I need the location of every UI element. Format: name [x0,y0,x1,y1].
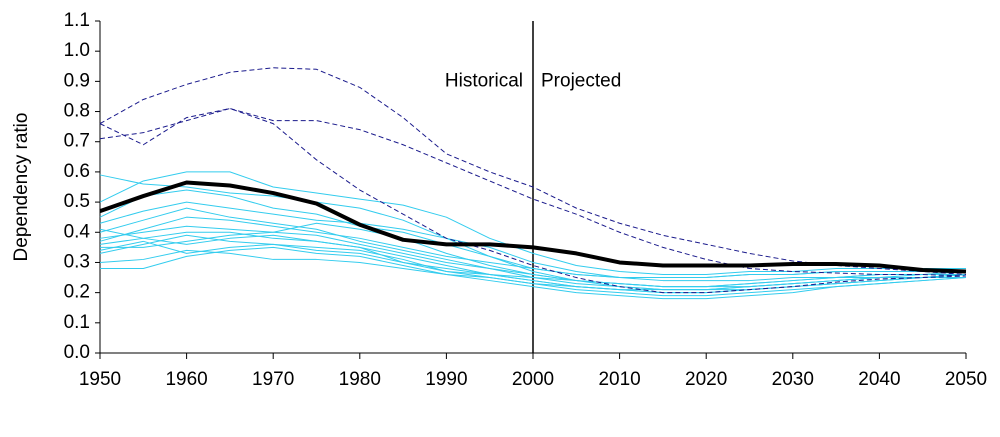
y-tick-label: 0.8 [64,101,90,122]
series-line [99,108,967,277]
series-line [99,240,966,294]
y-tick-label: 0.3 [64,251,90,272]
annotation: Projected [541,70,621,91]
x-tick-label: 2020 [685,369,727,390]
y-tick-label: 1.1 [64,10,90,31]
x-tick-label: 2000 [512,369,554,390]
y-tick-label: 0.6 [64,161,90,182]
x-tick-label: 2040 [858,369,900,390]
series-line [99,171,966,276]
x-tick-label: 1950 [79,369,121,390]
x-tick-label: 1970 [252,369,294,390]
series-line [100,222,967,288]
y-tick-label: 0.4 [64,221,91,242]
y-tick-label: 0.5 [64,191,90,212]
series-line [99,180,967,274]
series-line [99,201,966,282]
x-tick-label: 2030 [772,369,814,390]
annotation: Historical [445,70,523,91]
y-axis-label: Dependency ratio [11,113,32,262]
y-tick-label: 0.1 [64,312,90,333]
series-line [99,108,967,294]
y-tick-label: 1.0 [64,40,90,61]
y-tick-label: 0.0 [64,342,90,363]
y-tick-label: 0.7 [64,131,90,152]
series-line [100,246,967,300]
x-tick-label: 1990 [425,369,467,390]
x-tick-label: 2010 [598,369,640,390]
x-tick-label: 1980 [339,369,381,390]
x-tick-label: 1960 [165,369,207,390]
y-tick-label: 0.2 [64,282,90,303]
series-line [99,228,967,288]
x-tick-label: 2050 [945,369,987,390]
y-tick-label: 0.9 [64,70,90,91]
